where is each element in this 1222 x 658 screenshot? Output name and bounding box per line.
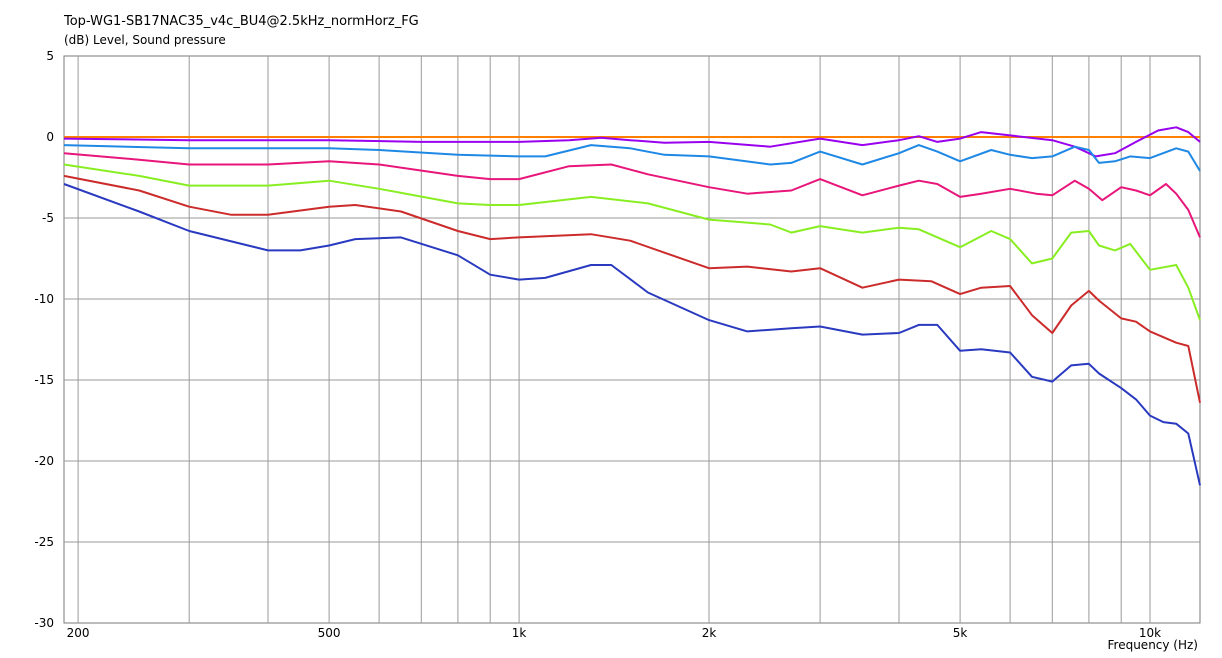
- x-tick-label: 200: [67, 626, 90, 640]
- series-line-5: [63, 163, 1201, 321]
- series-line-6: [63, 174, 1201, 403]
- series-line-2: [63, 126, 1201, 158]
- series-line-3: [63, 144, 1201, 172]
- x-tick-label: 10k: [1139, 626, 1161, 640]
- x-tick-label: 1k: [512, 626, 527, 640]
- y-axis-label: (dB) Level, Sound pressure: [64, 33, 226, 47]
- series-line-4: [63, 152, 1201, 238]
- y-tick-label: -25: [34, 535, 54, 549]
- x-tick-label: 5k: [953, 626, 968, 640]
- series-layer: [63, 126, 1201, 486]
- x-tick-label: 2k: [702, 626, 717, 640]
- y-tick-label: -10: [34, 292, 54, 306]
- y-tick-label: -15: [34, 373, 54, 387]
- y-tick-label: -20: [34, 454, 54, 468]
- y-tick-label: -30: [34, 616, 54, 630]
- tick-labels: 5 0 -5 -10 -15 -20 -25 -30 200 500 1k 2k 5k 10k: [34, 49, 1161, 640]
- x-tick-label: 500: [318, 626, 341, 640]
- series-line-7: [63, 183, 1201, 486]
- x-axis-label: Frequency (Hz): [1107, 638, 1199, 652]
- y-tick-label: -5: [42, 211, 54, 225]
- chart-title: Top-WG1-SB17NAC35_v4c_BU4@2.5kHz_normHor…: [64, 14, 419, 29]
- y-tick-label: 5: [46, 49, 54, 63]
- plot-area: [63, 55, 1201, 624]
- y-tick-label: 0: [46, 130, 54, 144]
